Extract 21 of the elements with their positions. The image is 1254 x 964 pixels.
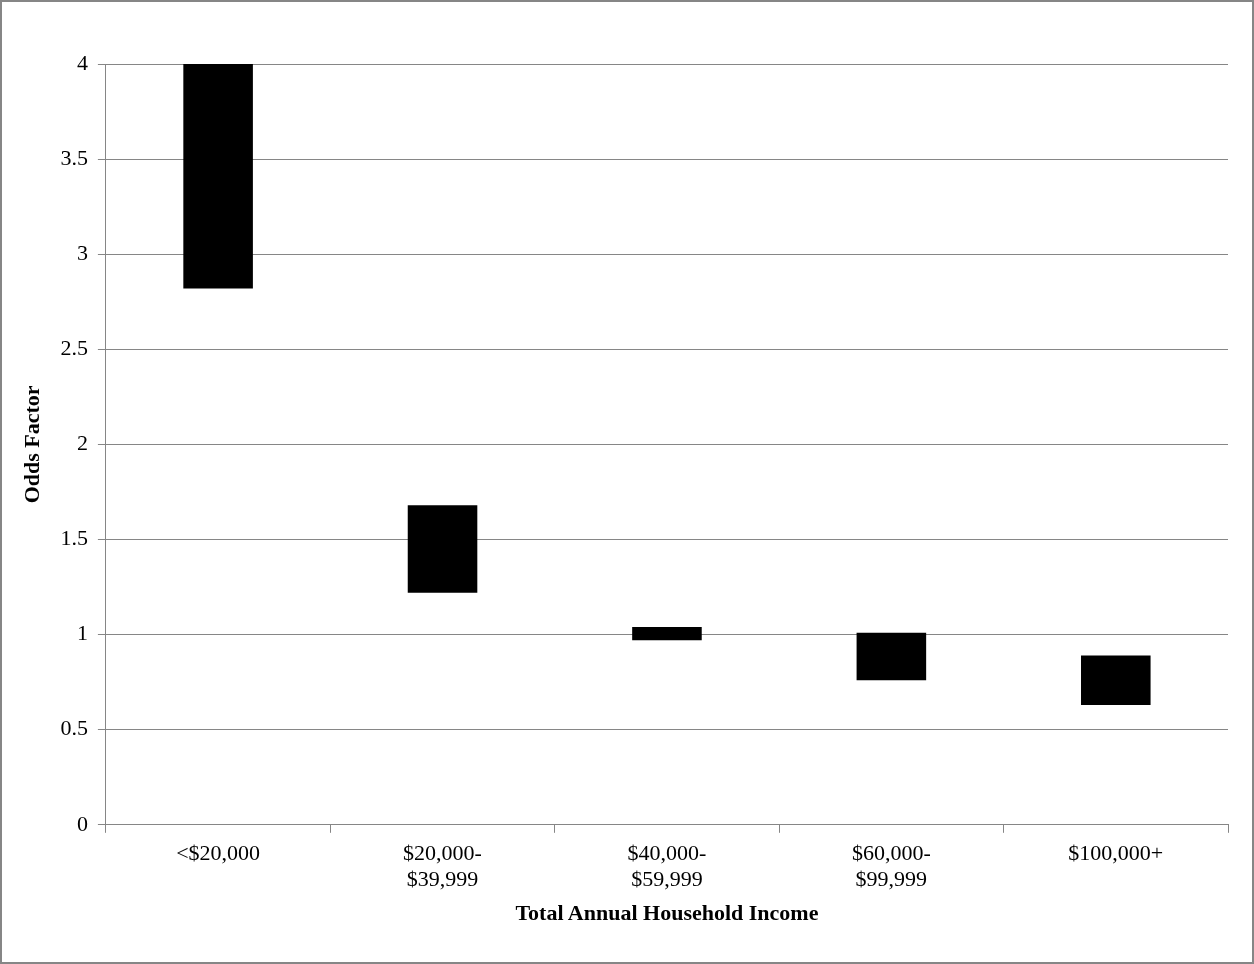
x-axis-title: Total Annual Household Income (515, 900, 819, 926)
bar (632, 626, 702, 641)
x-tick-label: $60,000-$99,999 (851, 839, 931, 892)
y-tick-label: 0 (76, 810, 88, 836)
y-axis-title: Odds Factor (18, 385, 44, 504)
bar (1081, 655, 1151, 705)
y-tick-label: 0.5 (60, 715, 88, 741)
y-tick-label: 1.5 (60, 525, 88, 551)
y-tick-label: 2 (76, 430, 88, 456)
y-tick-label: 1 (76, 620, 88, 646)
bar (856, 632, 927, 681)
x-tick-label: $40,000-$59,999 (627, 839, 707, 892)
x-tick-label: $100,000+ (1068, 839, 1164, 865)
bar (407, 505, 478, 593)
y-tick-label: 3 (76, 239, 88, 265)
x-tick-label: $20,000-$39,999 (403, 839, 482, 892)
x-tick-label: <$20,000 (176, 839, 261, 865)
bar (183, 64, 253, 289)
y-tick-label: 4 (76, 49, 88, 75)
y-tick-label: 3.5 (60, 144, 88, 170)
y-tick-label: 2.5 (60, 335, 88, 361)
